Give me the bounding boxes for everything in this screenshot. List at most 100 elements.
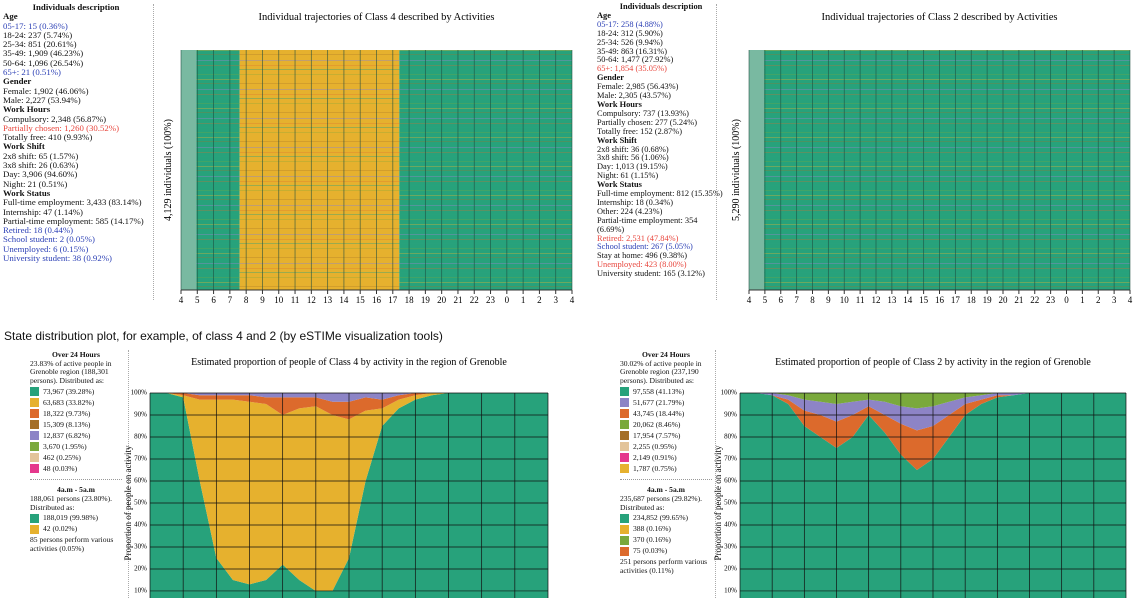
chart-title: Estimated proportion of people of Class … xyxy=(775,357,1091,368)
legend-label: 188,019 (99.98%) xyxy=(43,513,99,523)
legend-item: 370 (0.16%) xyxy=(620,535,712,546)
description-item: 65+: 21 (0.51%) xyxy=(3,67,61,78)
separator xyxy=(128,350,129,598)
group-heading: Gender xyxy=(597,73,624,83)
legend-item: 462 (0.25%) xyxy=(30,453,122,463)
summary-panel: Over 24 Hours 23.83% of active people in … xyxy=(30,348,122,553)
group-heading: Work Hours xyxy=(597,99,642,109)
caption: State distribution plot, for example, of… xyxy=(4,329,443,343)
legend-item: 43,745 (18.44%) xyxy=(620,408,712,419)
x-tick-label: 12 xyxy=(872,295,881,305)
x-tick-label: 8 xyxy=(810,295,815,305)
group-heading: Work Hours xyxy=(3,104,51,115)
y-tick-label: 10% xyxy=(134,587,147,595)
x-tick-label: 6 xyxy=(211,295,216,305)
legend-label: 370 (0.16%) xyxy=(633,535,671,545)
legend-swatch xyxy=(620,398,629,408)
group-heading: Work Shift xyxy=(3,141,45,152)
legend-label: 234,852 (99.65%) xyxy=(633,513,689,523)
legend-item: 188,019 (99.98%) xyxy=(30,513,122,524)
legend-swatch xyxy=(30,464,39,474)
y-tick-label: 50% xyxy=(724,499,737,507)
x-tick-label: 14 xyxy=(339,295,349,305)
x-tick-label: 16 xyxy=(372,295,382,305)
x-tick-label: 23 xyxy=(486,295,496,305)
legend-label: 97,558 (41.13%) xyxy=(633,386,685,396)
legend-label: 75 (0.03%) xyxy=(633,546,668,556)
legend-swatch xyxy=(30,431,39,441)
x-tick-label: 13 xyxy=(323,295,333,305)
legend-label: 2,149 (0.91%) xyxy=(633,452,677,462)
description-item: Full-time employment: 812 (15.35%) xyxy=(597,189,723,199)
description-panel: Individuals description Age 05-17: 15 (0.3… xyxy=(3,2,149,263)
x-tick-label: 2 xyxy=(1096,295,1101,305)
description-item: Night: 61 (1.15%) xyxy=(597,171,659,181)
x-tick-label: 19 xyxy=(421,295,431,305)
x-tick-label: 14 xyxy=(903,295,913,305)
y-tick-label: 30% xyxy=(724,543,737,551)
y-tick-label: 20% xyxy=(724,565,737,573)
area-chart: Estimated proportion of people of Class … xyxy=(713,357,1127,598)
description-item: School student: 267 (5.05%) xyxy=(597,242,693,252)
legend-item: 388 (0.16%) xyxy=(620,525,712,535)
x-tick-label: 9 xyxy=(826,295,831,305)
texture xyxy=(196,50,572,290)
separator xyxy=(716,4,717,300)
legend-swatch xyxy=(620,409,629,419)
y-tick-label: 60% xyxy=(134,477,147,485)
description-item: Retired: 18 (0.44%) xyxy=(3,225,74,236)
legend-label: 17,954 (7.57%) xyxy=(633,430,681,440)
y-tick-label: 80% xyxy=(134,433,147,441)
x-tick-label: 11 xyxy=(291,295,300,305)
panel-title: Individuals description xyxy=(619,2,703,11)
sequence-segment xyxy=(749,50,765,290)
x-tick-label: 4 xyxy=(1128,295,1133,305)
y-tick-label: 90% xyxy=(134,411,147,419)
description-item: Other: 224 (4.23%) xyxy=(597,206,663,216)
legend-swatch xyxy=(620,387,629,397)
group-heading: Gender xyxy=(3,76,32,87)
legend-item: 1,787 (0.75%) xyxy=(620,463,712,474)
x-tick-label: 5 xyxy=(195,295,200,305)
x-tick-label: 19 xyxy=(983,295,993,305)
x-tick-label: 20 xyxy=(999,295,1009,305)
x-tick-label: 16 xyxy=(935,295,945,305)
section-heading: Over 24 Hours xyxy=(52,350,100,359)
group-heading: Work Shift xyxy=(597,135,637,145)
panel-title: Individuals description xyxy=(32,2,120,12)
description-item: Retired: 2,531 (47.84%) xyxy=(597,233,679,243)
chart-title: Individual trajectories of Class 4 descr… xyxy=(259,12,495,23)
legend-label: 43,745 (18.44%) xyxy=(633,408,685,418)
summary-section: 4a.m - 5a.m 235,687 persons (29.82%). Dis… xyxy=(620,479,712,575)
x-tick-label: 7 xyxy=(228,295,233,305)
x-tick-label: 8 xyxy=(244,295,249,305)
legend-swatch xyxy=(30,409,39,419)
legend-label: 12,837 (6.82%) xyxy=(43,430,91,440)
section-heading: 4a.m - 5a.m xyxy=(647,485,685,495)
description-item: 25-34: 526 (9.94%) xyxy=(597,37,663,47)
x-tick-label: 0 xyxy=(505,295,510,305)
legend-item: 234,852 (99.65%) xyxy=(620,513,712,524)
section-heading: Over 24 Hours xyxy=(642,350,690,359)
legend-swatch xyxy=(620,442,629,452)
legend-item: 18,322 (9.73%) xyxy=(30,409,122,419)
legend-label: 1,787 (0.75%) xyxy=(633,463,677,473)
legend-swatch xyxy=(620,420,629,430)
legend-item: 75 (0.03%) xyxy=(620,546,712,557)
y-tick-label: 70% xyxy=(134,455,147,463)
y-tick-label: 10% xyxy=(724,587,737,595)
y-tick-label: 60% xyxy=(724,477,737,485)
x-tick-label: 6 xyxy=(779,295,784,305)
x-tick-label: 21 xyxy=(453,295,462,305)
legend-item: 20,062 (8.46%) xyxy=(620,420,712,430)
legend-item: 12,837 (6.82%) xyxy=(30,430,122,441)
summary-section: Over 24 Hours 30.02% of active people in … xyxy=(620,350,712,474)
section-heading: 4a.m - 5a.m xyxy=(57,485,95,495)
legend-swatch xyxy=(620,525,629,535)
description-item: Night: 21 (0.51%) xyxy=(3,178,68,189)
description-item: Compulsory: 2,348 (56.87%) xyxy=(3,113,107,124)
y-tick-label: 20% xyxy=(134,565,147,573)
y-tick-label: 40% xyxy=(724,521,737,529)
x-tick-label: 18 xyxy=(405,295,415,305)
